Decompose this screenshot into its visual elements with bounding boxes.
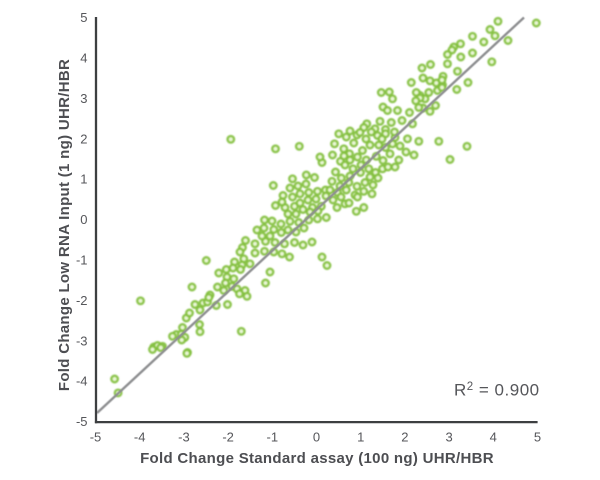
svg-text:Fold Change Standard assay (10: Fold Change Standard assay (100 ng) UHR/… (140, 450, 494, 467)
svg-text:-5: -5 (90, 430, 102, 445)
svg-text:0: 0 (80, 212, 87, 227)
svg-text:-1: -1 (76, 253, 88, 268)
svg-text:-4: -4 (134, 430, 146, 445)
svg-text:3: 3 (80, 91, 87, 106)
svg-text:-1: -1 (267, 430, 279, 445)
svg-text:0: 0 (313, 430, 320, 445)
svg-text:5: 5 (534, 430, 541, 445)
svg-text:2: 2 (401, 430, 408, 445)
svg-text:-4: -4 (76, 374, 88, 389)
svg-text:-2: -2 (76, 293, 88, 308)
svg-text:5: 5 (80, 10, 87, 25)
svg-text:-3: -3 (178, 430, 190, 445)
svg-text:-5: -5 (76, 414, 88, 429)
svg-text:R2 = 0.900: R2 = 0.900 (454, 381, 540, 400)
svg-text:-3: -3 (76, 333, 88, 348)
svg-text:2: 2 (80, 131, 87, 146)
svg-text:4: 4 (490, 430, 497, 445)
svg-text:4: 4 (80, 51, 87, 66)
svg-text:-2: -2 (222, 430, 234, 445)
svg-text:Fold Change Low RNA Input (1 n: Fold Change Low RNA Input (1 ng) UHR/HBR (56, 59, 73, 391)
svg-text:1: 1 (357, 430, 364, 445)
svg-text:1: 1 (80, 172, 87, 187)
svg-text:3: 3 (445, 430, 452, 445)
